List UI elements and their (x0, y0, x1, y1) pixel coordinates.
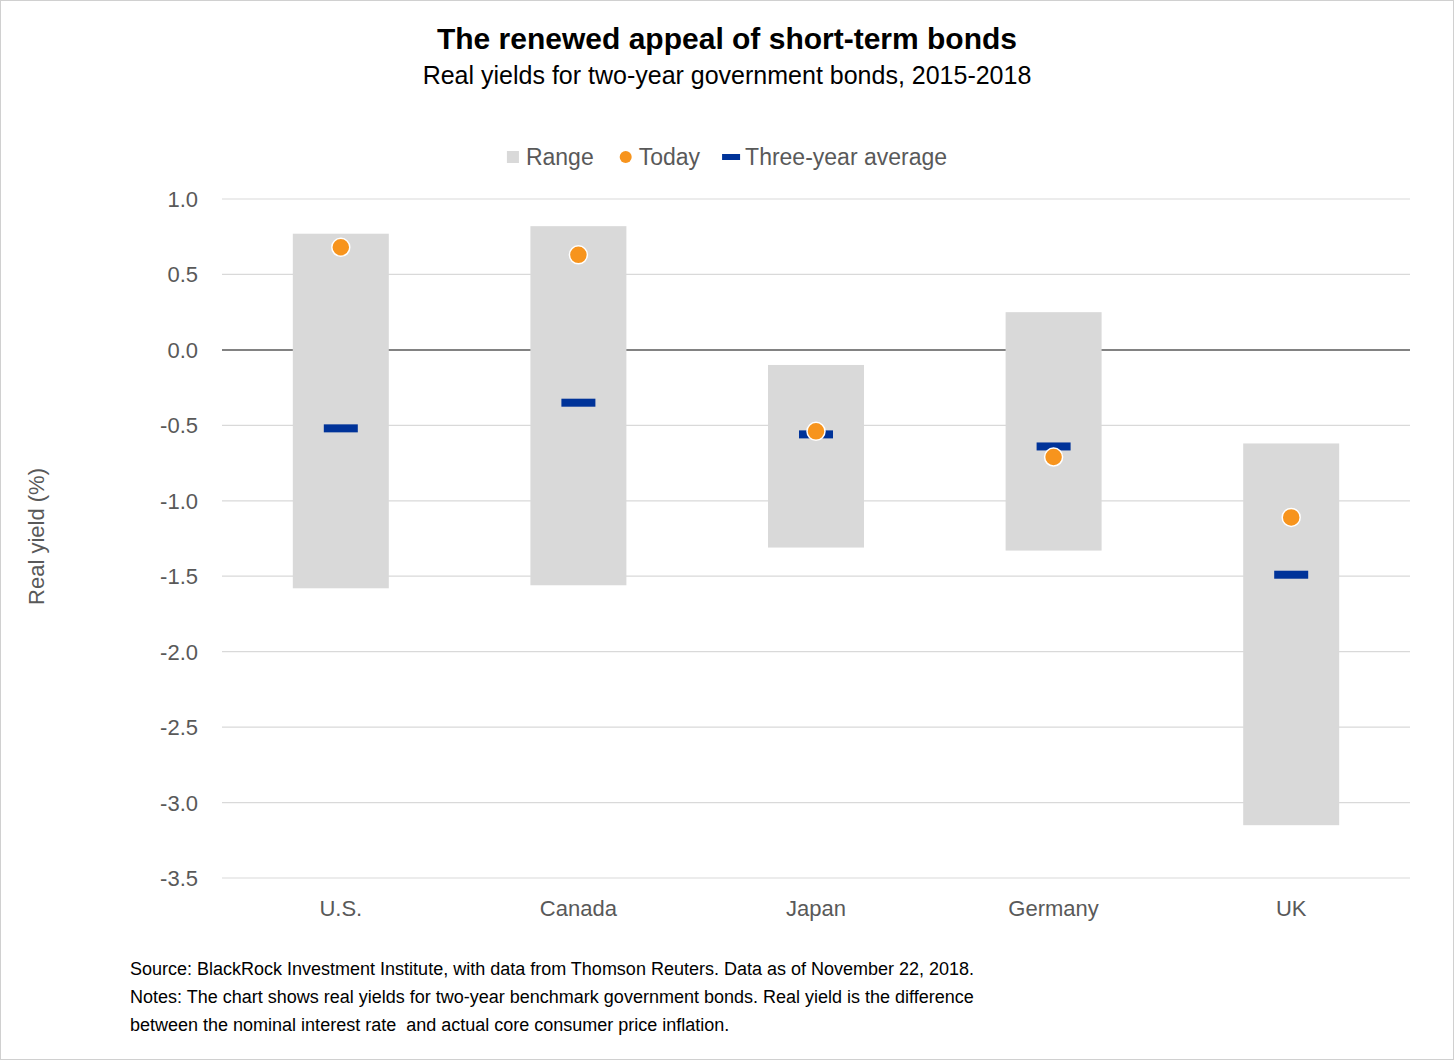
grid-line (222, 274, 1410, 275)
footnote: Source: BlackRock Investment Institute, … (130, 959, 974, 979)
grid-line (222, 198, 1410, 199)
tick-label: -3.0 (160, 791, 198, 816)
average-dash (1274, 571, 1308, 579)
grid-line (222, 727, 1410, 728)
range-bar (768, 365, 864, 548)
range-bar (530, 226, 626, 585)
grid-line (222, 651, 1410, 652)
legend-label: Range (526, 144, 594, 170)
tick-label: 0.0 (167, 338, 198, 363)
tick-label: -3.5 (160, 866, 198, 891)
marks (293, 226, 1339, 825)
tick-label: -2.5 (160, 715, 198, 740)
today-dot (1282, 508, 1300, 526)
today-dot (332, 238, 350, 256)
legend-item: Today (620, 144, 701, 170)
tick-label: -0.5 (160, 413, 198, 438)
average-dash (561, 399, 595, 407)
range-bar (1006, 312, 1102, 550)
category-label: U.S. (319, 896, 362, 921)
tick-label: -1.5 (160, 564, 198, 589)
legend-swatch (507, 151, 519, 163)
legend-label: Three-year average (745, 144, 947, 170)
today-dot (807, 422, 825, 440)
category-label: Germany (1008, 896, 1098, 921)
legend-item: Three-year average (722, 144, 947, 170)
legend: Range Today Three-year average (507, 144, 947, 170)
footnote: between the nominal interest rate and ac… (130, 1015, 729, 1035)
chart: The renewed appeal of short-term bonds Re… (0, 0, 1454, 1060)
frame (1, 1, 1454, 1060)
today-dot (1045, 448, 1063, 466)
grid (222, 199, 1410, 878)
today-dot (569, 246, 587, 264)
category-label: UK (1276, 896, 1307, 921)
legend-swatch (722, 154, 740, 160)
category-label: Japan (786, 896, 846, 921)
category-label: Canada (540, 896, 618, 921)
tick-label: -1.0 (160, 489, 198, 514)
grid-line (222, 877, 1410, 878)
legend-swatch (620, 151, 632, 163)
legend-label: Today (639, 144, 701, 170)
subtitle: Real yields for two-year government bond… (423, 61, 1032, 89)
tick-label: 0.5 (167, 262, 198, 287)
grid-line (222, 576, 1410, 577)
legend-item: Range (507, 144, 594, 170)
footnote: Notes: The chart shows real yields for t… (130, 987, 974, 1007)
average-dash (324, 424, 358, 432)
y-axis-line (222, 199, 223, 878)
title: The renewed appeal of short-term bonds (437, 22, 1017, 55)
tick-label: -2.0 (160, 640, 198, 665)
grid-line (222, 802, 1410, 803)
range-bar (1243, 443, 1339, 825)
zero-line (222, 349, 1410, 351)
tick-label: 1.0 (167, 187, 198, 212)
axis-label: Real yield (%) (24, 468, 49, 605)
range-bar (293, 234, 389, 589)
